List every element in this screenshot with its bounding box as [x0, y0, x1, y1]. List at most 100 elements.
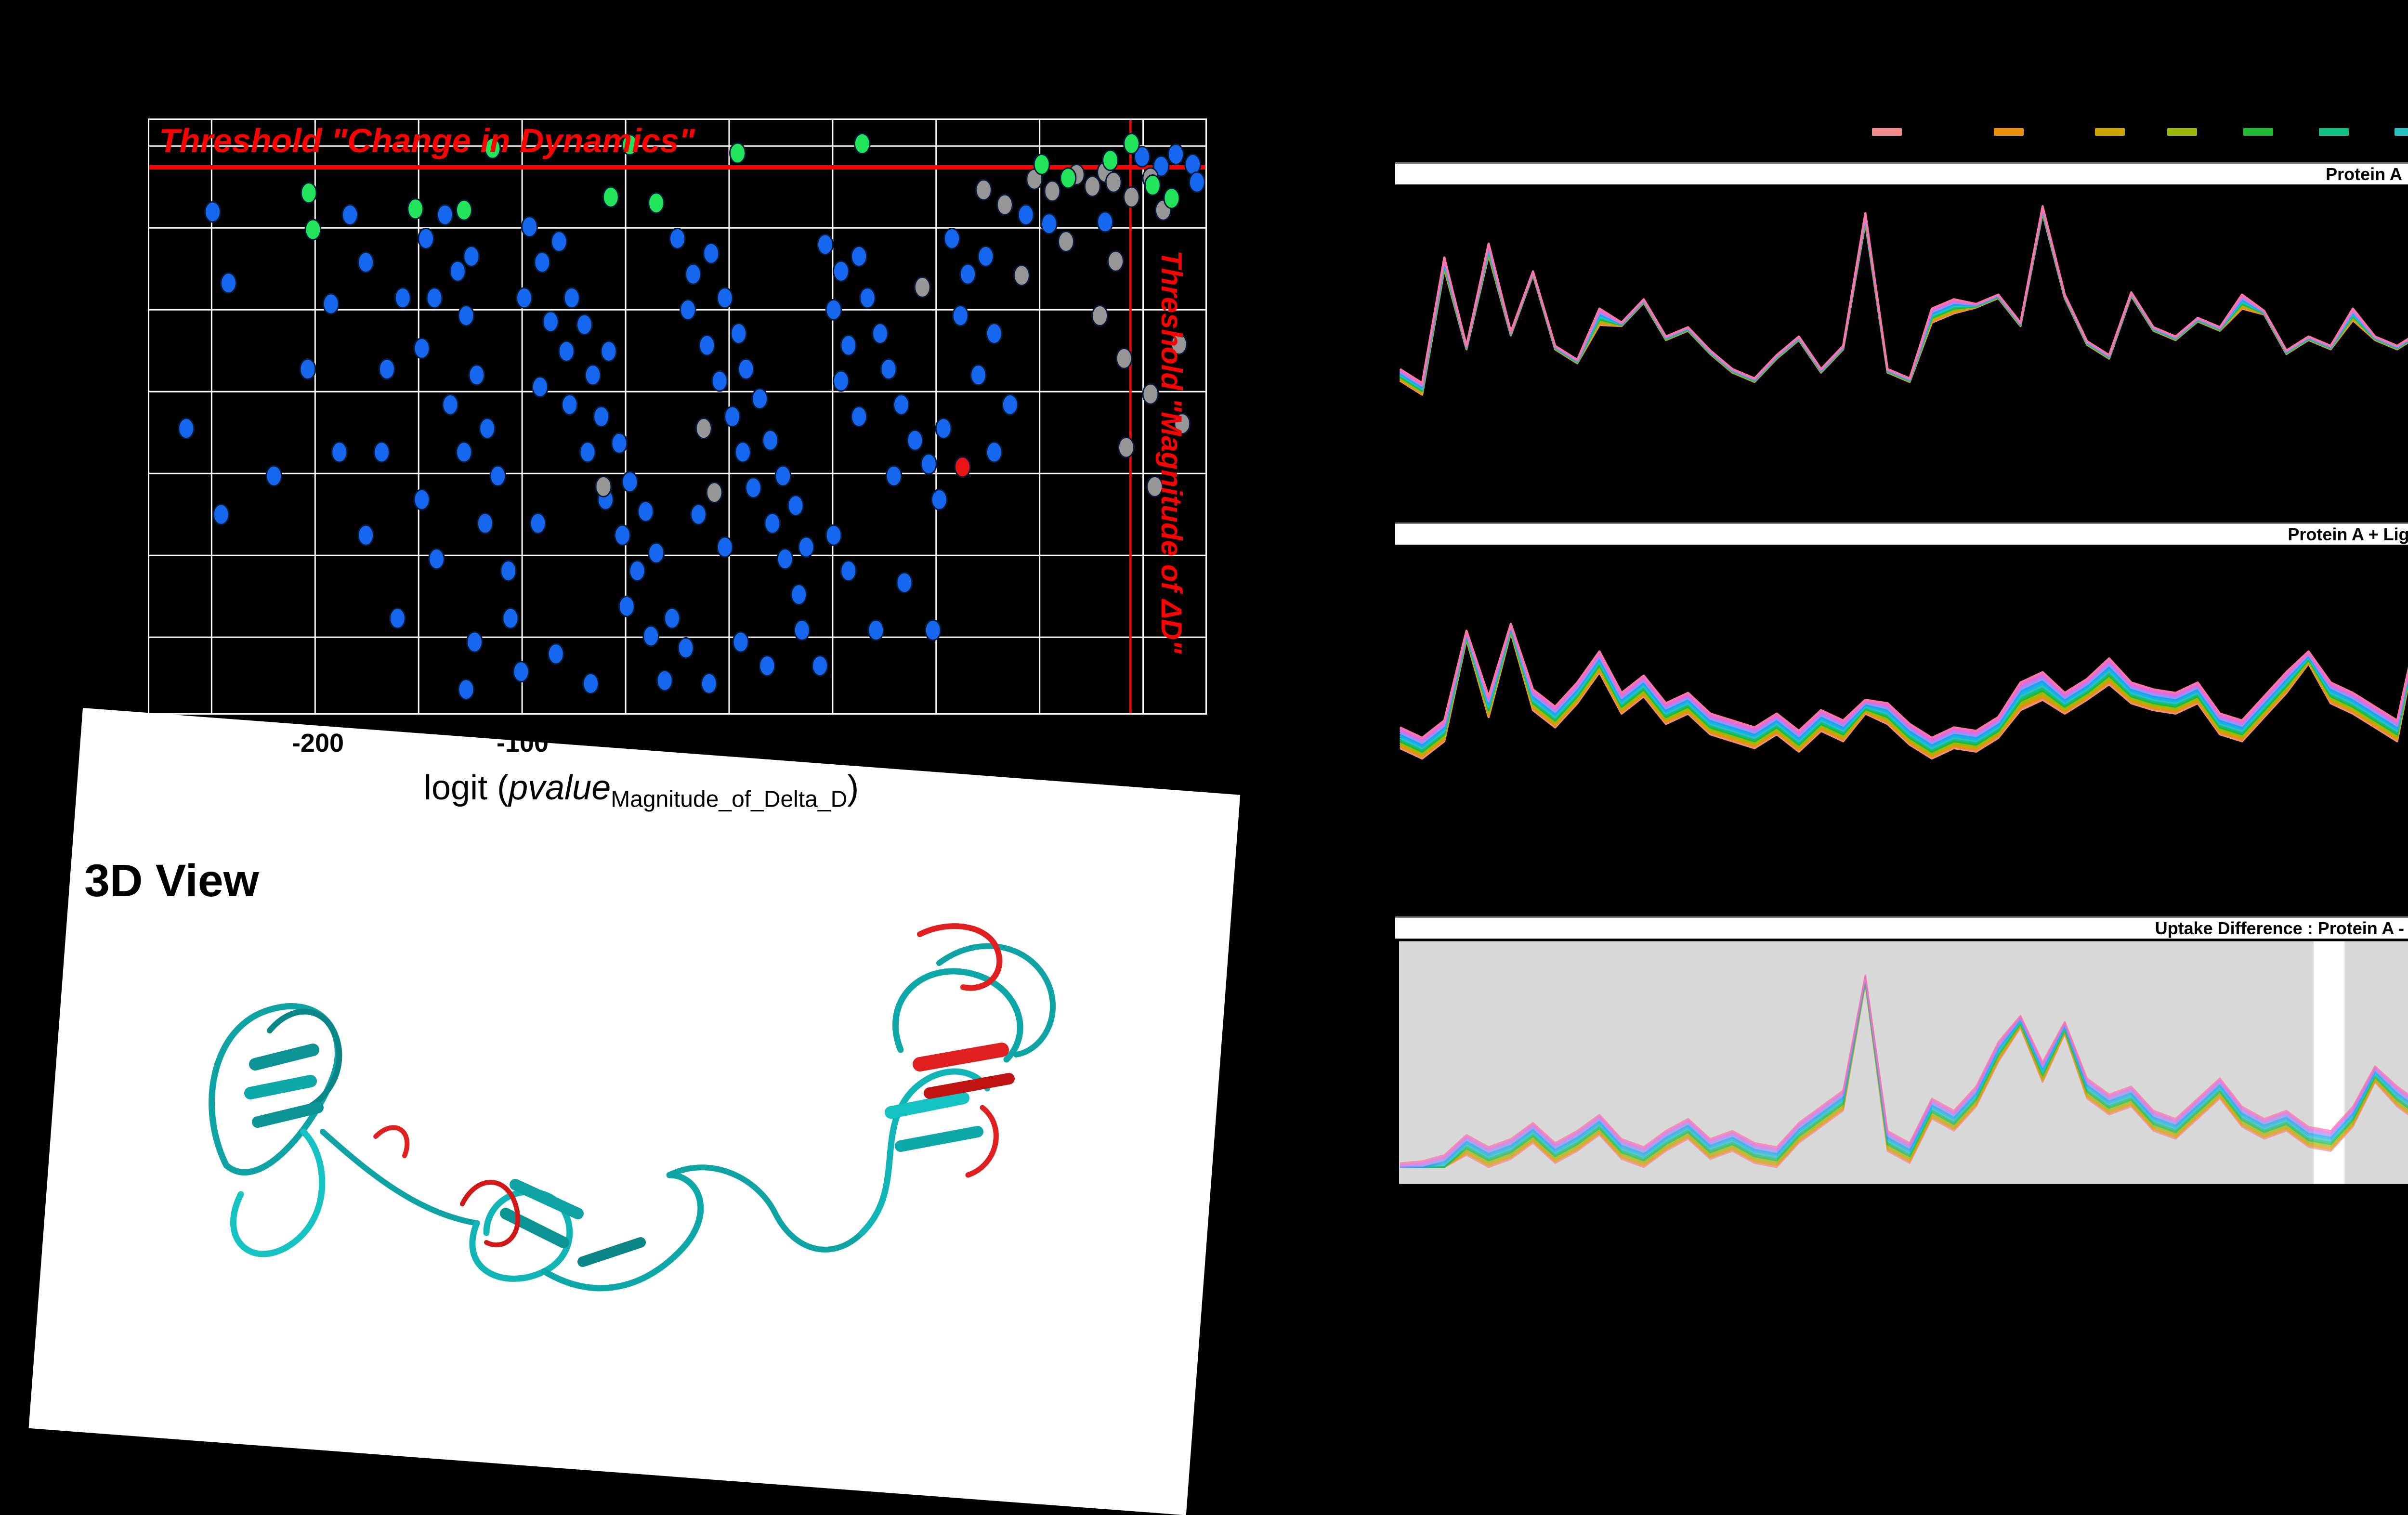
- scatter-point-blue[interactable]: [550, 231, 568, 253]
- scatter-point-blue[interactable]: [959, 263, 977, 285]
- legend-swatch-1[interactable]: [1872, 128, 1902, 136]
- scatter-point-blue[interactable]: [637, 500, 654, 522]
- scatter-point-gray[interactable]: [1174, 413, 1191, 435]
- scatter-point-blue[interactable]: [593, 405, 610, 428]
- scatter-point-blue[interactable]: [542, 311, 559, 333]
- scatter-point-blue[interactable]: [851, 405, 868, 428]
- scatter-point-blue[interactable]: [790, 584, 808, 606]
- scatter-point-blue[interactable]: [428, 548, 445, 570]
- scatter-point-blue[interactable]: [463, 245, 480, 267]
- scatter-point-blue[interactable]: [373, 441, 390, 463]
- scatter-point-blue[interactable]: [793, 619, 811, 641]
- scatter-point-gray[interactable]: [1123, 186, 1140, 208]
- scatter-point-blue[interactable]: [341, 204, 359, 226]
- scatter-point-blue[interactable]: [787, 495, 804, 517]
- scatter-point-blue[interactable]: [466, 631, 483, 653]
- scatter-point-green[interactable]: [602, 186, 619, 208]
- scatter-point-blue[interactable]: [611, 432, 628, 454]
- scatter-point-blue[interactable]: [896, 572, 913, 594]
- scatter-point-blue[interactable]: [840, 334, 857, 356]
- scatter-point-blue[interactable]: [220, 272, 237, 294]
- scatter-point-blue[interactable]: [378, 358, 395, 380]
- scatter-point-blue[interactable]: [558, 340, 575, 362]
- scatter-point-blue[interactable]: [1167, 143, 1185, 165]
- scatter-point-blue[interactable]: [761, 429, 779, 451]
- scatter-point-gray[interactable]: [996, 194, 1013, 216]
- scatter-point-blue[interactable]: [825, 524, 842, 546]
- scatter-point-blue[interactable]: [648, 542, 665, 564]
- scatter-point-blue[interactable]: [516, 287, 533, 309]
- scatter-point-green[interactable]: [853, 132, 871, 155]
- scatter-point-blue[interactable]: [534, 251, 551, 274]
- scatter-point-blue[interactable]: [502, 607, 519, 629]
- scatter-point-blue[interactable]: [531, 376, 549, 398]
- scatter-point-blue[interactable]: [476, 512, 494, 535]
- scatter-point-blue[interactable]: [547, 643, 564, 665]
- uptake-difference-chart[interactable]: [1395, 939, 2408, 1187]
- scatter-point-blue[interactable]: [832, 260, 850, 282]
- scatter-point-blue[interactable]: [669, 227, 686, 249]
- scatter-point-green[interactable]: [1033, 153, 1050, 175]
- uptake-chart-protein-a-ligand[interactable]: [1395, 543, 2408, 896]
- scatter-point-green[interactable]: [1163, 187, 1180, 209]
- legend-swatch-7[interactable]: [2395, 128, 2408, 136]
- scatter-point-blue[interactable]: [872, 323, 889, 345]
- scatter-point-blue[interactable]: [561, 393, 578, 416]
- scatter-point-gray[interactable]: [1118, 436, 1135, 458]
- protein-3d-structure[interactable]: [169, 905, 1132, 1310]
- scatter-point-blue[interactable]: [703, 242, 720, 264]
- scatter-point-gray[interactable]: [1142, 383, 1159, 405]
- scatter-point-blue[interactable]: [621, 471, 639, 493]
- scatter-point-blue[interactable]: [1001, 393, 1019, 416]
- scatter-point-green[interactable]: [1060, 167, 1077, 189]
- scatter-point-green[interactable]: [1123, 132, 1140, 155]
- scatter-point-blue[interactable]: [1133, 145, 1151, 168]
- scatter-point-green[interactable]: [621, 134, 639, 156]
- scatter-point-blue[interactable]: [764, 512, 781, 535]
- scatter-point-blue[interactable]: [811, 654, 829, 677]
- scatter-point-gray[interactable]: [1013, 264, 1030, 287]
- scatter-point-gray[interactable]: [1044, 180, 1061, 202]
- scatter-point-green[interactable]: [648, 192, 665, 214]
- scatter-point-blue[interactable]: [1097, 211, 1114, 233]
- scatter-point-blue[interactable]: [840, 560, 857, 582]
- scatter-point-blue[interactable]: [357, 524, 375, 546]
- scatter-point-blue[interactable]: [906, 429, 924, 451]
- scatter-point-blue[interactable]: [489, 465, 507, 487]
- scatter-point-blue[interactable]: [825, 299, 842, 321]
- scatter-point-blue[interactable]: [776, 548, 794, 570]
- scatter-point-gray[interactable]: [1091, 305, 1109, 327]
- scatter-point-blue[interactable]: [751, 388, 769, 410]
- scatter-point-blue[interactable]: [698, 334, 716, 356]
- scatter-point-green[interactable]: [304, 219, 322, 241]
- scatter-point-blue[interactable]: [867, 619, 885, 641]
- scatter-point-blue[interactable]: [500, 560, 517, 582]
- scatter-point-blue[interactable]: [458, 305, 475, 327]
- legend-swatch-4[interactable]: [2167, 128, 2197, 136]
- scatter-point-gray[interactable]: [1105, 171, 1122, 193]
- scatter-point-blue[interactable]: [458, 679, 475, 701]
- scatter-point-blue[interactable]: [418, 227, 435, 249]
- scatter-point-gray[interactable]: [706, 482, 723, 504]
- scatter-point-gray[interactable]: [695, 418, 712, 440]
- scatter-point-blue[interactable]: [512, 661, 530, 683]
- scatter-point-blue[interactable]: [442, 393, 459, 416]
- scatter-point-blue[interactable]: [299, 358, 316, 380]
- scatter-point-blue[interactable]: [1188, 171, 1205, 193]
- scatter-point-blue[interactable]: [582, 672, 600, 694]
- scatter-point-blue[interactable]: [357, 251, 375, 274]
- scatter-point-blue[interactable]: [817, 234, 834, 256]
- scatter-point-green[interactable]: [484, 137, 501, 159]
- scatter-point-blue[interactable]: [920, 453, 937, 475]
- scatter-point-gray[interactable]: [1084, 175, 1101, 197]
- scatter-point-blue[interactable]: [563, 287, 580, 309]
- uptake-chart-protein-a[interactable]: [1395, 183, 2408, 515]
- scatter-point-blue[interactable]: [977, 245, 995, 267]
- scatter-point-blue[interactable]: [732, 631, 749, 653]
- scatter-point-blue[interactable]: [413, 488, 431, 510]
- scatter-point-blue[interactable]: [664, 607, 681, 629]
- scatter-point-gray[interactable]: [1107, 250, 1125, 272]
- scatter-point-blue[interactable]: [322, 293, 340, 315]
- scatter-point-blue[interactable]: [851, 245, 868, 267]
- scatter-point-blue[interactable]: [204, 201, 222, 223]
